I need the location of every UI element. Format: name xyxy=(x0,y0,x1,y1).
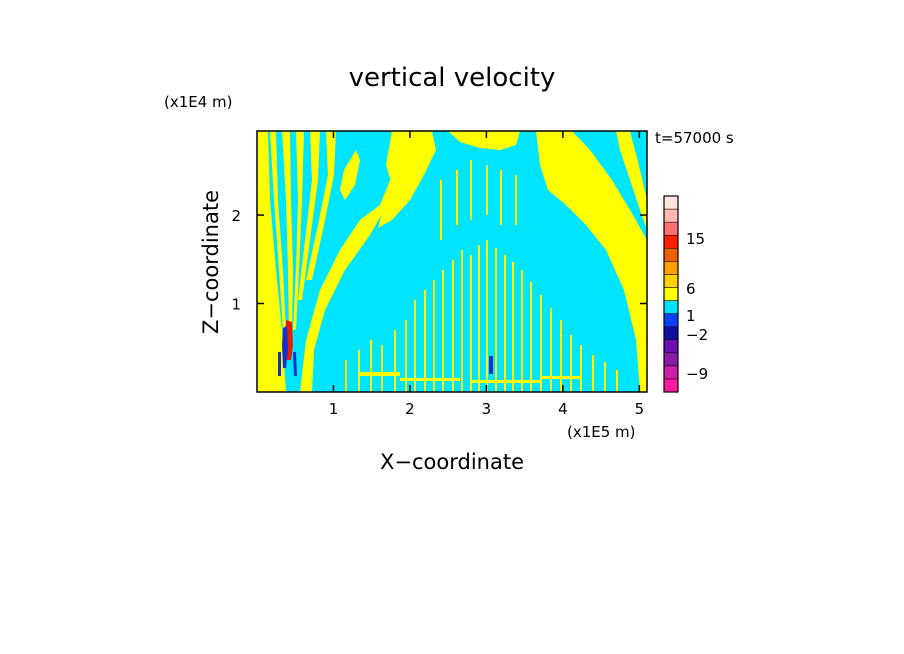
colorbar-label: −2 xyxy=(686,326,708,344)
colorbar-swatch xyxy=(663,300,679,314)
y-axis-label: Z−coordinate xyxy=(199,190,223,334)
x-tick-label: 5 xyxy=(635,400,645,418)
colorbar-frame xyxy=(663,195,679,393)
negative-core xyxy=(293,352,297,376)
field-positive-region xyxy=(340,150,360,200)
colorbar-label: 6 xyxy=(686,280,696,298)
x-tick-label: 2 xyxy=(405,400,415,418)
chart-title: vertical velocity xyxy=(349,63,556,93)
plot-frame xyxy=(256,130,648,393)
x-axis-ticks: 1 2 3 4 5 xyxy=(329,131,644,418)
colorbar-label: 1 xyxy=(686,307,696,325)
field-positive-region xyxy=(293,131,304,330)
colorbar-label: −9 xyxy=(686,365,708,383)
field-positive-region xyxy=(300,160,396,392)
colorbar-swatch xyxy=(663,339,679,354)
negative-core xyxy=(282,326,288,368)
fine-streaks xyxy=(345,160,618,392)
colorbar-swatch xyxy=(663,248,679,262)
colorbar-swatch xyxy=(663,234,679,249)
field-positive-region xyxy=(257,131,286,392)
z-tick-label: 1 xyxy=(231,296,241,314)
field-positive-region xyxy=(616,131,647,230)
velocity-field xyxy=(257,131,647,392)
colorbar-swatch xyxy=(663,313,679,327)
x-unit-label: (x1E5 m) xyxy=(567,423,636,441)
x-tick-label: 4 xyxy=(558,400,568,418)
colorbar-swatch xyxy=(663,274,679,288)
colorbar: 15 6 1−2 −9 xyxy=(663,195,708,393)
strong-velocity-features xyxy=(278,320,493,376)
z-axis-ticks: 12 xyxy=(231,207,647,314)
colorbar-swatch xyxy=(663,365,679,380)
x-tick-label: 1 xyxy=(329,400,339,418)
colorbar-swatch xyxy=(663,261,679,275)
colorbar-swatch xyxy=(663,208,679,223)
colorbar-swatch xyxy=(663,352,679,367)
field-positive-region xyxy=(298,131,320,300)
x-axis-label: X−coordinate xyxy=(380,450,524,474)
field-positive-region xyxy=(306,131,336,280)
z-unit-label: (x1E4 m) xyxy=(164,93,233,111)
colorbar-swatch xyxy=(663,378,679,393)
negative-core xyxy=(489,356,493,374)
field-positive-region xyxy=(282,131,293,330)
time-label: t=57000 s xyxy=(655,129,734,147)
colorbar-swatch xyxy=(663,195,679,210)
negative-core xyxy=(278,352,281,376)
field-positive-region xyxy=(378,131,436,228)
field-positive-region xyxy=(448,131,520,150)
field-positive-region xyxy=(536,131,647,392)
z-tick-label: 2 xyxy=(231,207,241,225)
colorbar-label: 15 xyxy=(686,230,705,248)
colorbar-swatch xyxy=(663,326,679,340)
colorbar-swatch xyxy=(663,221,679,236)
field-positive-region xyxy=(270,131,286,330)
colorbar-swatch xyxy=(663,287,679,301)
x-tick-label: 3 xyxy=(482,400,492,418)
